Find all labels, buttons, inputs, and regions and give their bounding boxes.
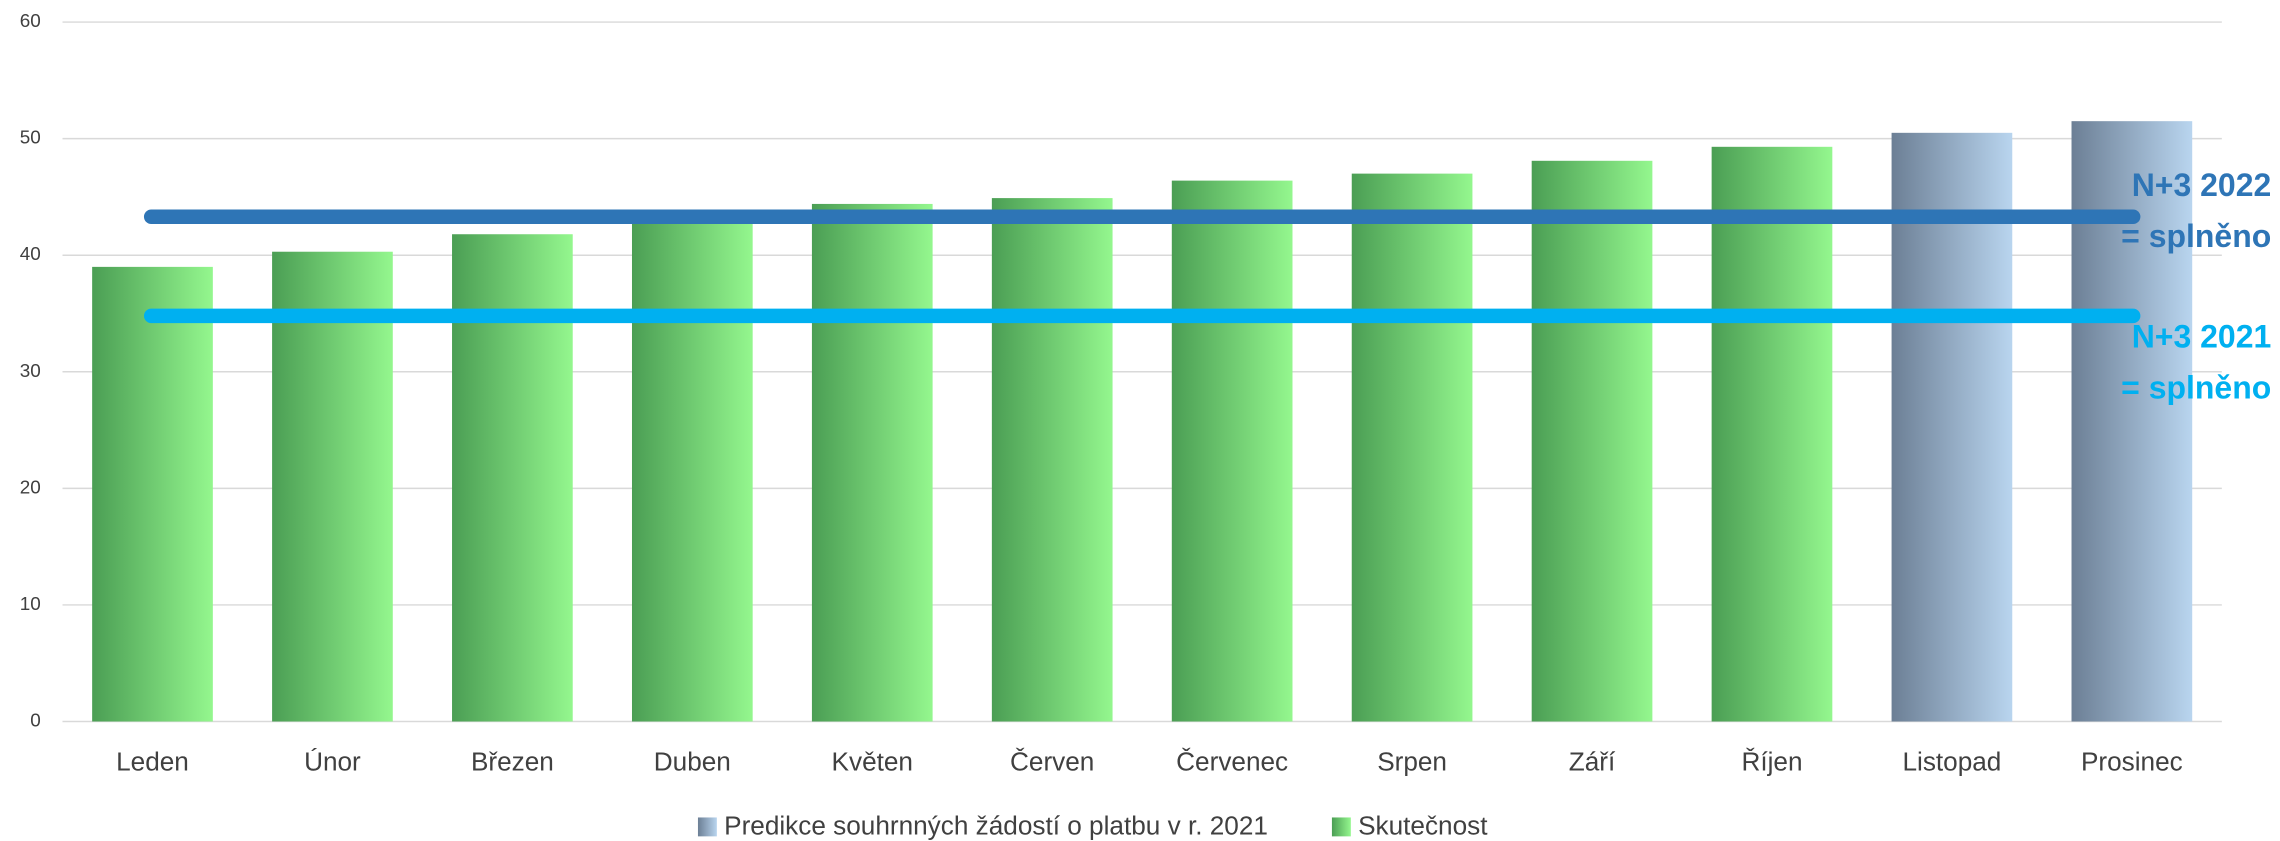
annotation: = splněno bbox=[2121, 369, 2271, 405]
bar bbox=[272, 251, 393, 722]
legend-swatch bbox=[1331, 817, 1351, 837]
y-tick-label: 40 bbox=[20, 244, 41, 265]
x-tick-label: Leden bbox=[116, 747, 189, 777]
annotation: N+3 2022 bbox=[2132, 167, 2272, 203]
x-tick-label: Září bbox=[1569, 747, 1616, 777]
bar bbox=[1351, 173, 1473, 722]
bar bbox=[1171, 180, 1293, 722]
x-tick-label: Červenec bbox=[1176, 747, 1288, 777]
x-tick-label: Říjen bbox=[1741, 747, 1802, 777]
x-tick-label: Březen bbox=[471, 747, 554, 777]
annotation: N+3 2021 bbox=[2132, 319, 2272, 355]
x-tick-label: Duben bbox=[654, 747, 731, 777]
y-tick-label: 0 bbox=[30, 710, 41, 731]
annotation: = splněno bbox=[2121, 218, 2271, 254]
x-tick-label: Červen bbox=[1010, 747, 1094, 777]
y-tick-label: 50 bbox=[20, 128, 41, 149]
x-tick-label: Prosinec bbox=[2081, 747, 2183, 777]
bar bbox=[1891, 132, 2013, 722]
bar bbox=[811, 203, 933, 722]
y-tick-label: 30 bbox=[20, 361, 41, 382]
bar bbox=[1531, 160, 1653, 722]
y-tick-label: 20 bbox=[20, 477, 41, 498]
bar bbox=[92, 266, 213, 722]
x-tick-label: Srpen bbox=[1377, 747, 1447, 777]
legend-label: Predikce souhrnných žádostí o platbu v r… bbox=[724, 811, 1268, 841]
bar bbox=[452, 234, 573, 722]
y-tick-label: 10 bbox=[20, 594, 41, 615]
legend-label: Skutečnost bbox=[1358, 811, 1488, 841]
x-tick-label: Únor bbox=[304, 747, 361, 777]
legend-swatch bbox=[697, 817, 717, 837]
bar bbox=[631, 216, 753, 722]
x-tick-label: Listopad bbox=[1902, 747, 2001, 777]
x-tick-label: Květen bbox=[832, 747, 913, 777]
bar bbox=[991, 198, 1113, 722]
y-tick-label: 60 bbox=[20, 11, 41, 32]
bar bbox=[1711, 146, 1833, 722]
